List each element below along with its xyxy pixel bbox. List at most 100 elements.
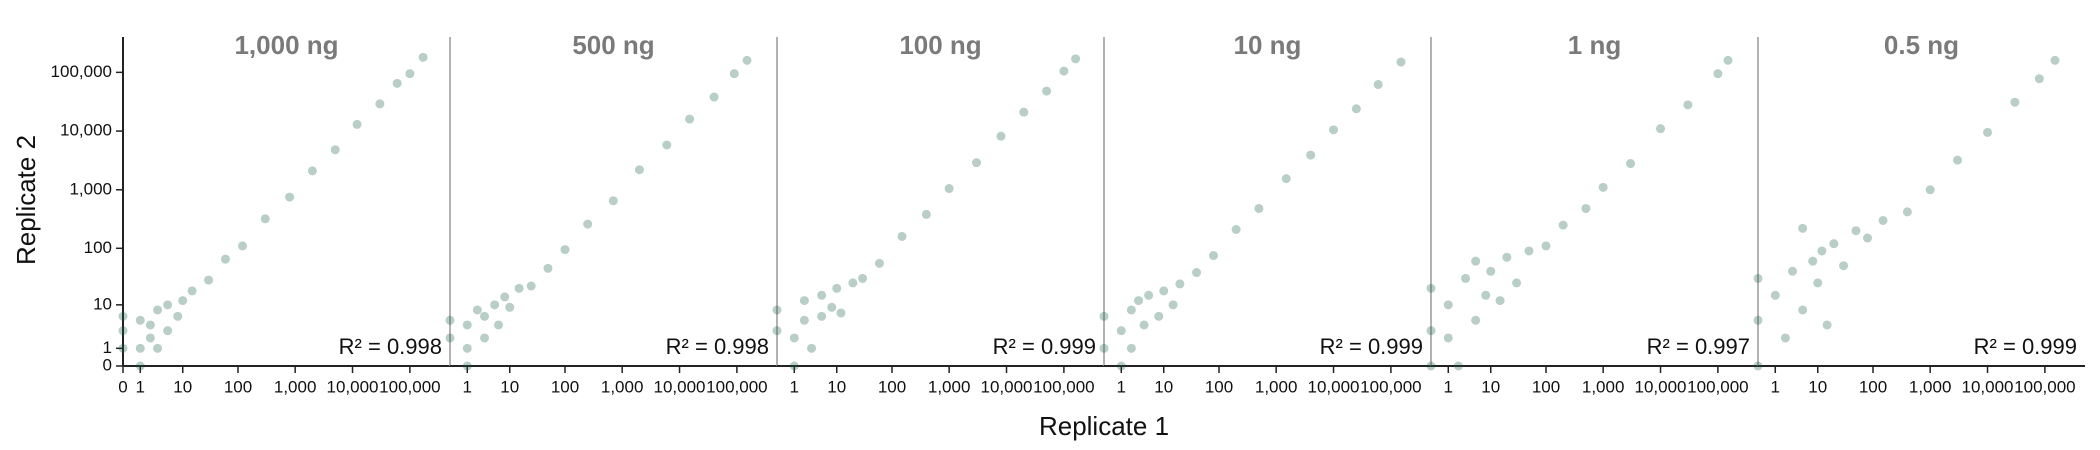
x-axis-label: Replicate 1 xyxy=(1039,411,1169,441)
point xyxy=(1753,361,1763,371)
point xyxy=(1780,333,1790,343)
point xyxy=(1822,320,1832,330)
x-tick-label: 100 xyxy=(551,377,579,396)
point xyxy=(1116,326,1126,336)
point xyxy=(204,275,214,285)
y-tick-label: 1,000 xyxy=(69,179,112,198)
y-axis-label: Replicate 2 xyxy=(11,135,41,265)
point xyxy=(1351,104,1361,114)
x-tick-label: 1,000 xyxy=(601,377,644,396)
point xyxy=(772,326,782,336)
point xyxy=(1581,203,1591,213)
x-tick-label: 1 xyxy=(790,377,799,396)
point xyxy=(1558,220,1568,230)
point xyxy=(1099,311,1109,321)
point xyxy=(285,192,295,202)
x-tick-label: 100,000 xyxy=(1687,377,1748,396)
point xyxy=(2034,74,2044,84)
x-tick-label: 10 xyxy=(1808,377,1827,396)
point xyxy=(1373,80,1383,90)
point xyxy=(1753,273,1763,283)
x-tick-label: 1,000 xyxy=(1255,377,1298,396)
x-tick-label: 10 xyxy=(173,377,192,396)
x-tick-label: 10,000 xyxy=(1308,377,1360,396)
point xyxy=(1126,305,1136,315)
point xyxy=(921,209,931,219)
point xyxy=(897,231,907,241)
point xyxy=(445,333,455,343)
point xyxy=(817,290,827,300)
point xyxy=(505,302,515,312)
point xyxy=(1471,315,1481,325)
point xyxy=(307,166,317,176)
y-tick-label: 100,000 xyxy=(51,62,112,81)
point xyxy=(1139,320,1149,330)
point xyxy=(729,69,739,79)
point xyxy=(500,292,510,302)
point xyxy=(1019,107,1029,117)
point xyxy=(163,300,173,310)
point xyxy=(1512,278,1522,288)
point xyxy=(1426,326,1436,336)
point xyxy=(490,300,500,310)
y-tick-label: 10 xyxy=(93,294,112,313)
point xyxy=(135,343,145,353)
point xyxy=(1306,150,1316,160)
point xyxy=(135,315,145,325)
point xyxy=(543,263,553,273)
point xyxy=(1134,296,1144,306)
point xyxy=(330,145,340,155)
y-tick-label: 0 xyxy=(103,355,112,374)
point xyxy=(1396,57,1406,67)
point xyxy=(493,320,503,330)
r-squared: R² = 0.999 xyxy=(1320,334,1423,359)
point xyxy=(1126,343,1136,353)
point xyxy=(874,258,884,268)
point xyxy=(1541,241,1551,251)
point xyxy=(789,361,799,371)
point xyxy=(560,245,570,255)
point xyxy=(1481,290,1491,300)
point xyxy=(608,196,618,206)
point xyxy=(1154,311,1164,321)
point xyxy=(1486,266,1496,276)
point xyxy=(173,311,183,321)
point xyxy=(1209,251,1219,261)
point xyxy=(1443,333,1453,343)
point xyxy=(480,311,490,321)
x-tick-label: 10 xyxy=(1481,377,1500,396)
point xyxy=(238,241,248,251)
x-tick-label: 10,000 xyxy=(1962,377,2014,396)
point xyxy=(1851,226,1861,236)
point xyxy=(1925,185,1935,195)
point xyxy=(178,296,188,306)
panel-title: 1,000 ng xyxy=(234,30,338,60)
point xyxy=(799,296,809,306)
point xyxy=(2050,55,2060,65)
y-tick-label: 1 xyxy=(103,338,112,357)
point xyxy=(1175,279,1185,289)
x-tick-label: 1,000 xyxy=(274,377,317,396)
point xyxy=(789,333,799,343)
point xyxy=(514,283,524,293)
point xyxy=(1798,223,1808,233)
point xyxy=(1839,261,1849,271)
r-squared: R² = 0.999 xyxy=(1974,334,2077,359)
point xyxy=(836,308,846,318)
point xyxy=(462,343,472,353)
point xyxy=(220,254,230,264)
x-tick-label: 100 xyxy=(1532,377,1560,396)
point xyxy=(1071,54,1081,64)
point xyxy=(2010,97,2020,107)
point xyxy=(1878,215,1888,225)
point xyxy=(352,119,362,129)
point xyxy=(118,311,128,321)
point xyxy=(1723,55,1733,65)
point xyxy=(418,52,428,62)
point xyxy=(1713,69,1723,79)
point xyxy=(1059,66,1069,76)
x-tick-label: 10 xyxy=(500,377,519,396)
point xyxy=(1159,286,1169,296)
point xyxy=(260,214,270,224)
